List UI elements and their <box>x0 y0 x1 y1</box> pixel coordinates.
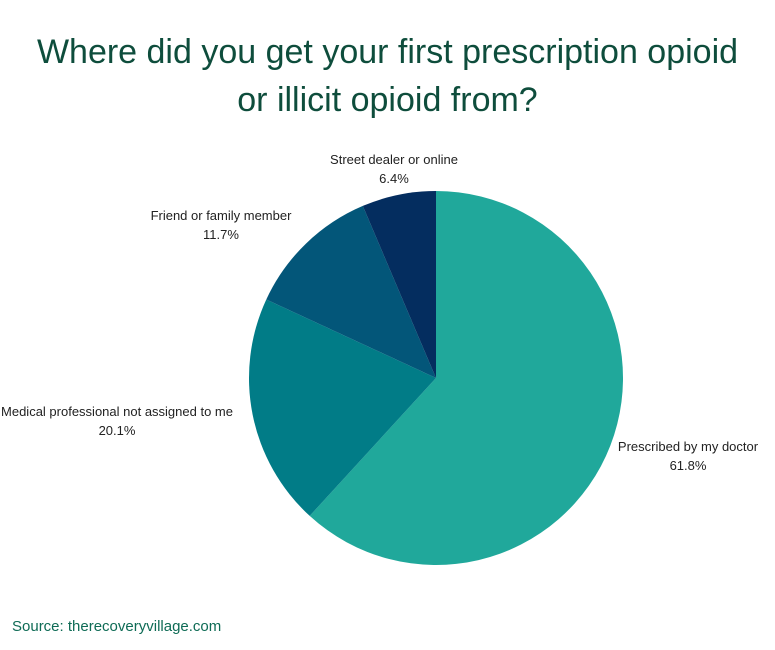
slice-label-3: Friend or family member <box>151 208 293 223</box>
slice-label-4: Street dealer or online <box>330 152 458 167</box>
pie-slice-1 <box>309 191 624 565</box>
chart-title-line-1: Where did you get your first prescriptio… <box>36 33 739 71</box>
pie-slice-3 <box>266 205 436 378</box>
chart-title-line-2: or illicit opioid from? <box>237 81 538 119</box>
slice-label-2: Medical professional not assigned to me <box>1 404 233 419</box>
slice-value-2: 20.1% <box>99 423 136 438</box>
pie-slice-2 <box>248 299 436 516</box>
source-note: Source: therecoveryvillage.com <box>12 618 222 635</box>
slice-value-3: 11.7% <box>203 227 239 242</box>
slice-value-1: 61.8% <box>670 458 707 473</box>
slice-value-4: 6.4% <box>379 171 409 186</box>
slice-label-1: Prescribed by my doctor <box>618 439 759 454</box>
pie-slice-4 <box>362 191 436 378</box>
chart-title: Where did you get your first prescriptio… <box>0 28 775 124</box>
